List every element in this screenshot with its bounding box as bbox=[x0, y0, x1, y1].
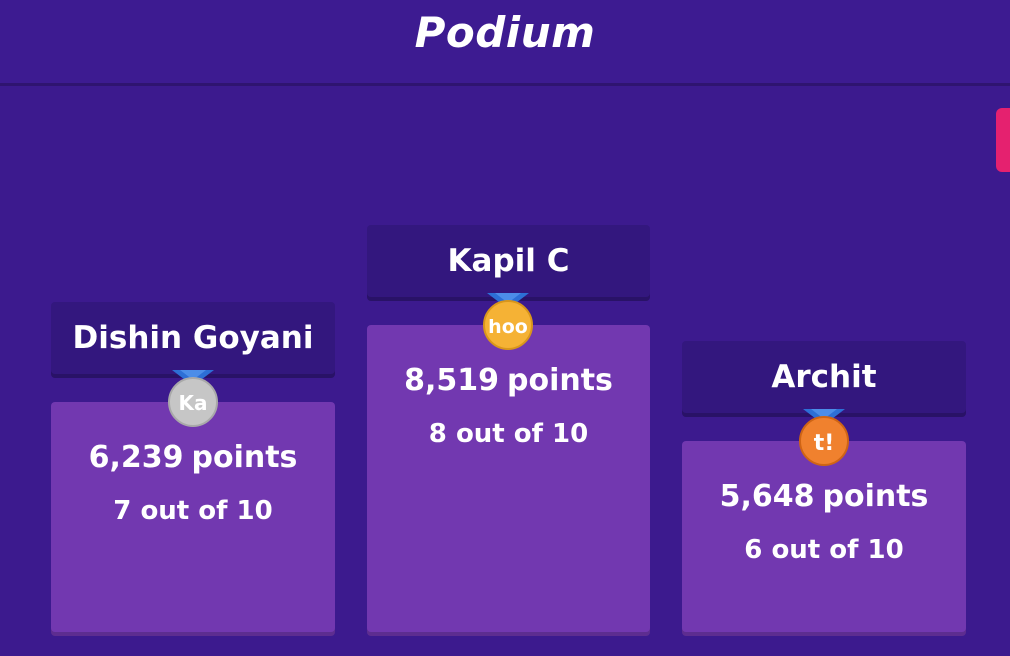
correct-answers: 7 out of 10 bbox=[113, 496, 273, 526]
player-name-bar: Dishin Goyani bbox=[51, 302, 335, 378]
podium-third-place: Archit 5,648 points 6 out of 10 t! bbox=[682, 341, 966, 636]
gold-medal-icon: hoo bbox=[483, 293, 533, 353]
podium-second-place: Dishin Goyani 6,239 points 7 out of 10 Ka bbox=[51, 302, 335, 636]
points-value: 8,519 bbox=[404, 363, 499, 398]
podium-first-place: Kapil C 8,519 points 8 out of 10 hoo bbox=[367, 225, 650, 636]
correct-answers: 8 out of 10 bbox=[428, 419, 589, 449]
podium-block: 6,239 points 7 out of 10 bbox=[51, 402, 335, 636]
correct-answers: 6 out of 10 bbox=[744, 535, 904, 565]
podium-block: 5,648 points 6 out of 10 bbox=[682, 441, 966, 636]
points-unit: points bbox=[822, 479, 929, 514]
points-unit: points bbox=[506, 363, 613, 398]
player-name: Kapil C bbox=[447, 243, 570, 279]
points-value: 6,239 bbox=[88, 440, 184, 475]
player-name-bar: Kapil C bbox=[367, 225, 650, 301]
points-label: 8,519 points bbox=[367, 363, 650, 398]
player-name: Archit bbox=[771, 359, 877, 395]
silver-medal-icon: Ka bbox=[168, 370, 218, 430]
player-name-bar: Archit bbox=[682, 341, 966, 417]
bronze-medal-icon: t! bbox=[799, 409, 849, 469]
points-label: 5,648 points bbox=[682, 479, 966, 514]
points-unit: points bbox=[191, 440, 298, 475]
player-name: Dishin Goyani bbox=[72, 320, 314, 356]
medal-text: t! bbox=[814, 431, 835, 456]
podium-block: 8,519 points 8 out of 10 bbox=[367, 325, 650, 636]
page-title: Podium bbox=[414, 8, 596, 57]
medal-text: Ka bbox=[179, 391, 208, 415]
header-bar: Podium bbox=[0, 0, 1010, 86]
points-label: 6,239 points bbox=[51, 440, 335, 475]
side-tab-button[interactable] bbox=[996, 108, 1010, 172]
points-value: 5,648 bbox=[719, 479, 815, 514]
medal-text: hoo bbox=[488, 316, 528, 338]
